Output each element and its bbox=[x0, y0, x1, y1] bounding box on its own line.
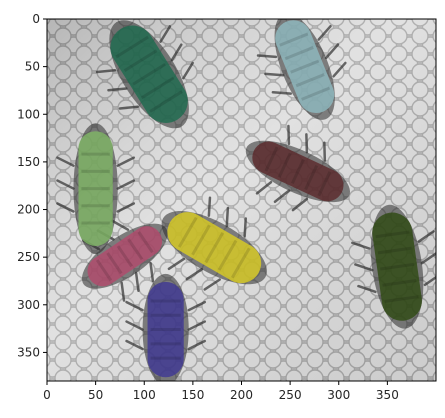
y-tick-label: 250 bbox=[17, 250, 40, 264]
mask-pink bbox=[87, 226, 163, 287]
y-tick-label: 350 bbox=[17, 345, 40, 359]
mask-light-green bbox=[78, 131, 113, 246]
x-tick-label: 150 bbox=[181, 388, 204, 402]
x-tick-label: 200 bbox=[230, 388, 253, 402]
x-tick-label: 100 bbox=[133, 388, 156, 402]
segmentation-masks bbox=[78, 20, 422, 378]
mask-purple bbox=[147, 281, 184, 378]
y-tick-label: 200 bbox=[17, 203, 40, 217]
x-tick-label: 250 bbox=[279, 388, 302, 402]
mask-olive bbox=[372, 212, 422, 321]
y-tick-label: 150 bbox=[17, 155, 40, 169]
mask-light-blue bbox=[275, 20, 335, 114]
mask-brown bbox=[252, 141, 344, 202]
y-tick-label: 100 bbox=[17, 107, 40, 121]
honeycomb-image bbox=[47, 19, 436, 381]
y-tick-label: 0 bbox=[32, 12, 40, 26]
x-tick-label: 300 bbox=[327, 388, 350, 402]
y-tick-label: 50 bbox=[25, 60, 40, 74]
x-tick-label: 350 bbox=[376, 388, 399, 402]
x-axis: 0 50 100 150 200 250 300 350 bbox=[43, 381, 399, 402]
mask-yellow bbox=[167, 212, 262, 284]
y-axis: 0 50 100 150 200 250 300 350 bbox=[17, 12, 47, 359]
mask-dark-green bbox=[110, 25, 188, 123]
x-tick-label: 50 bbox=[88, 388, 103, 402]
x-tick-label: 0 bbox=[43, 388, 51, 402]
y-tick-label: 300 bbox=[17, 298, 40, 312]
